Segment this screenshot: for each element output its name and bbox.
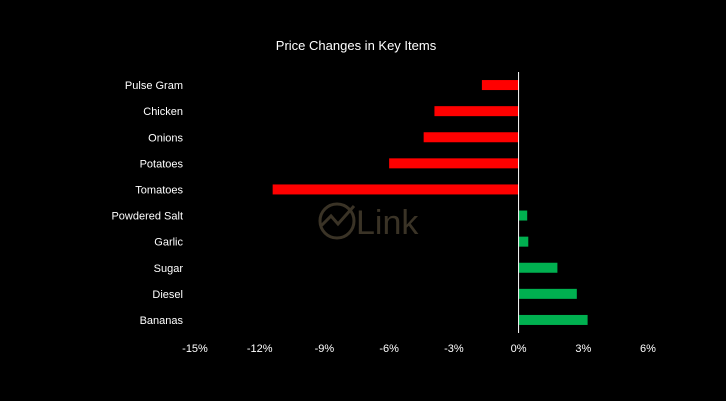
chart-title: Price Changes in Key Items xyxy=(276,38,437,53)
x-tick-label: -3% xyxy=(444,343,464,355)
bar-chicken xyxy=(434,106,519,117)
x-tick-label: -15% xyxy=(182,343,208,355)
x-axis-tick-labels: -15% -12% -9% -6% -3% 0% 3% 6% xyxy=(182,343,656,355)
category-label: Garlic xyxy=(154,237,183,249)
watermark-icon xyxy=(318,202,356,240)
x-tick-label: -12% xyxy=(247,343,273,355)
category-label: Bananas xyxy=(140,315,184,327)
category-label: Tomatoes xyxy=(135,184,183,196)
watermark-chart-icon xyxy=(319,205,356,228)
bar-onions xyxy=(423,132,519,143)
category-label: Pulse Gram xyxy=(125,80,183,92)
category-labels: Pulse Gram Chicken Onions Potatoes Tomatoes P… xyxy=(111,80,183,327)
bar-diesel xyxy=(518,288,577,299)
watermark-logo: Link xyxy=(318,202,419,242)
bar-potatoes xyxy=(389,158,519,169)
category-label: Onions xyxy=(148,132,183,144)
category-label: Powdered Salt xyxy=(111,211,183,223)
bar-tomatoes xyxy=(272,184,519,195)
bar-bananas xyxy=(518,314,588,325)
x-tick-label: -6% xyxy=(379,343,399,355)
category-label: Sugar xyxy=(154,263,184,275)
x-tick-label: 6% xyxy=(640,343,656,355)
bars-group xyxy=(272,80,588,325)
watermark-text: Link xyxy=(356,204,419,242)
bar-powdered-salt xyxy=(518,210,528,221)
category-label: Potatoes xyxy=(140,158,184,170)
bar-pulse-gram xyxy=(481,80,519,91)
x-tick-label: 3% xyxy=(575,343,591,355)
x-tick-label: -9% xyxy=(315,343,335,355)
category-label: Diesel xyxy=(152,289,183,301)
bar-sugar xyxy=(518,262,558,273)
x-tick-label: 0% xyxy=(511,343,527,355)
category-label: Chicken xyxy=(143,106,183,118)
bar-garlic xyxy=(518,236,529,247)
